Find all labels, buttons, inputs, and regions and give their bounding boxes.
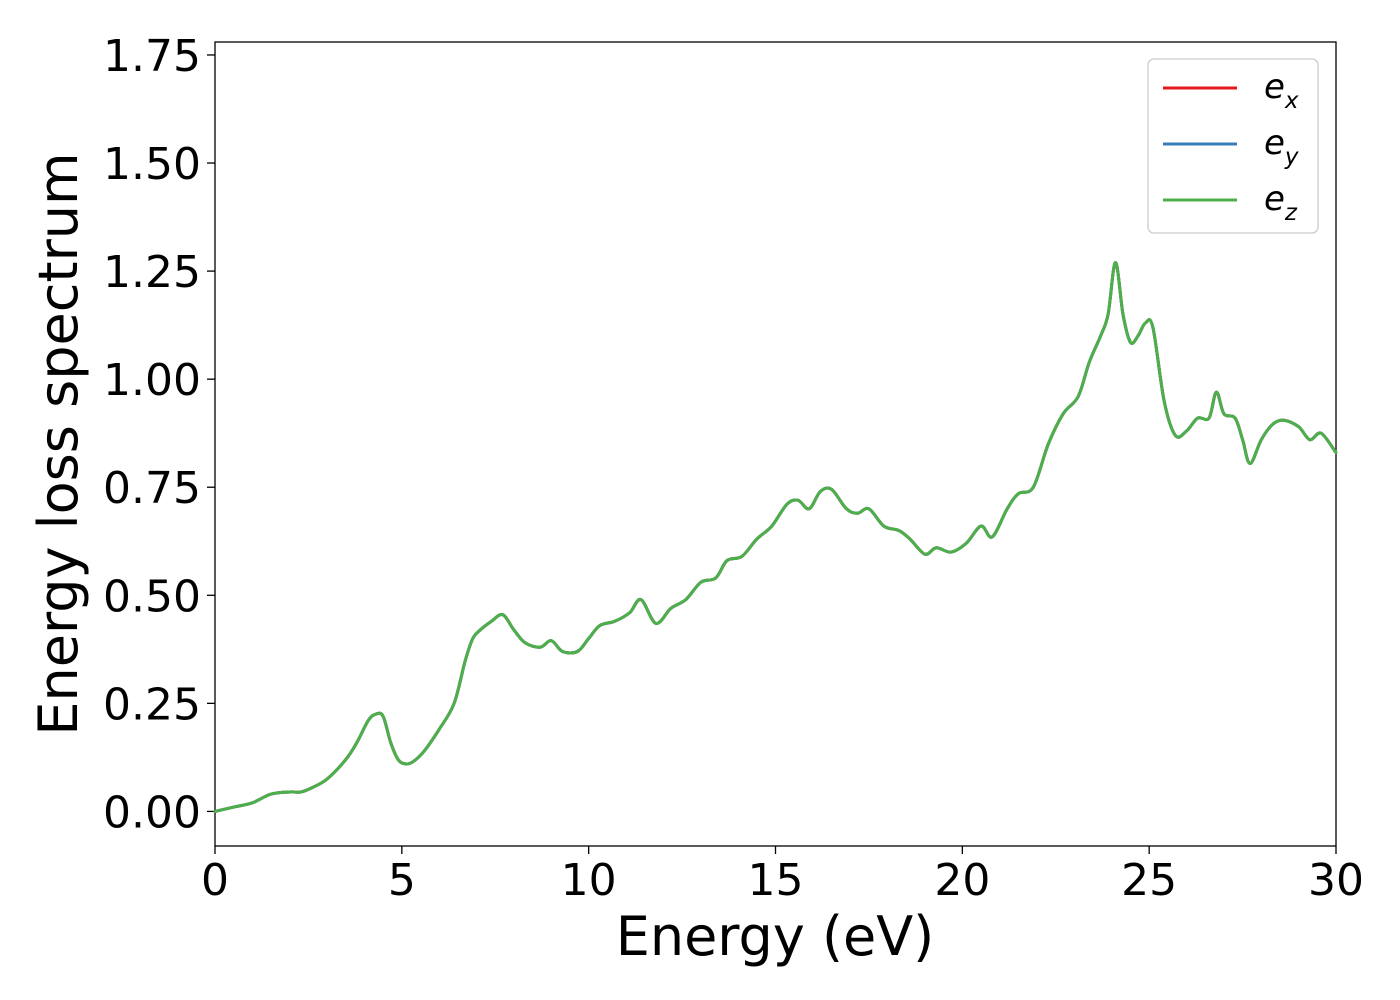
y-tick-label: 1.00: [103, 355, 201, 406]
y-tick-label: 0.50: [103, 571, 201, 622]
x-tick-label: 15: [748, 855, 804, 906]
x-tick-label: 25: [1121, 855, 1177, 906]
y-tick-label: 0.25: [103, 679, 201, 730]
y-tick-label: 0.75: [103, 463, 201, 514]
legend-label-base: e: [1264, 179, 1285, 219]
legend-label-base: e: [1264, 67, 1285, 107]
legend-box: [1147, 58, 1319, 234]
y-tick-label: 1.75: [103, 31, 201, 82]
y-tick-label: 1.25: [103, 247, 201, 298]
plot-area: [213, 41, 1338, 847]
legend-label-ez: ez: [1264, 179, 1298, 226]
legend-label-subscript: z: [1284, 200, 1298, 226]
series-lines: [213, 261, 1338, 813]
x-tick-label: 5: [388, 855, 416, 906]
legend-label-ex: ex: [1264, 67, 1299, 114]
axis-ticks: 0 5 10 15 20 25 30 0.00 0.25 0.50 0.75 1.00 1.25 1.50…: [103, 31, 1364, 906]
x-tick-label: 30: [1308, 855, 1364, 906]
plot-frame: [214, 41, 1337, 847]
legend-label-ey: ey: [1264, 123, 1299, 170]
x-tick-label: 0: [201, 855, 229, 906]
legend-label-subscript: x: [1284, 88, 1299, 114]
series-line-ez: [213, 261, 1338, 813]
series-line-ey: [213, 261, 1338, 813]
x-tick-label: 20: [934, 855, 990, 906]
y-tick-label: 0.00: [103, 787, 201, 838]
legend-label-subscript: y: [1284, 144, 1299, 170]
legend-label-base: e: [1264, 123, 1285, 163]
x-tick-label: 10: [561, 855, 617, 906]
y-tick-label: 1.50: [103, 139, 201, 190]
x-axis-label: Energy (eV): [616, 905, 935, 968]
series-line-ex: [213, 261, 1338, 813]
y-axis-label: Energy loss spectrum: [27, 152, 90, 735]
